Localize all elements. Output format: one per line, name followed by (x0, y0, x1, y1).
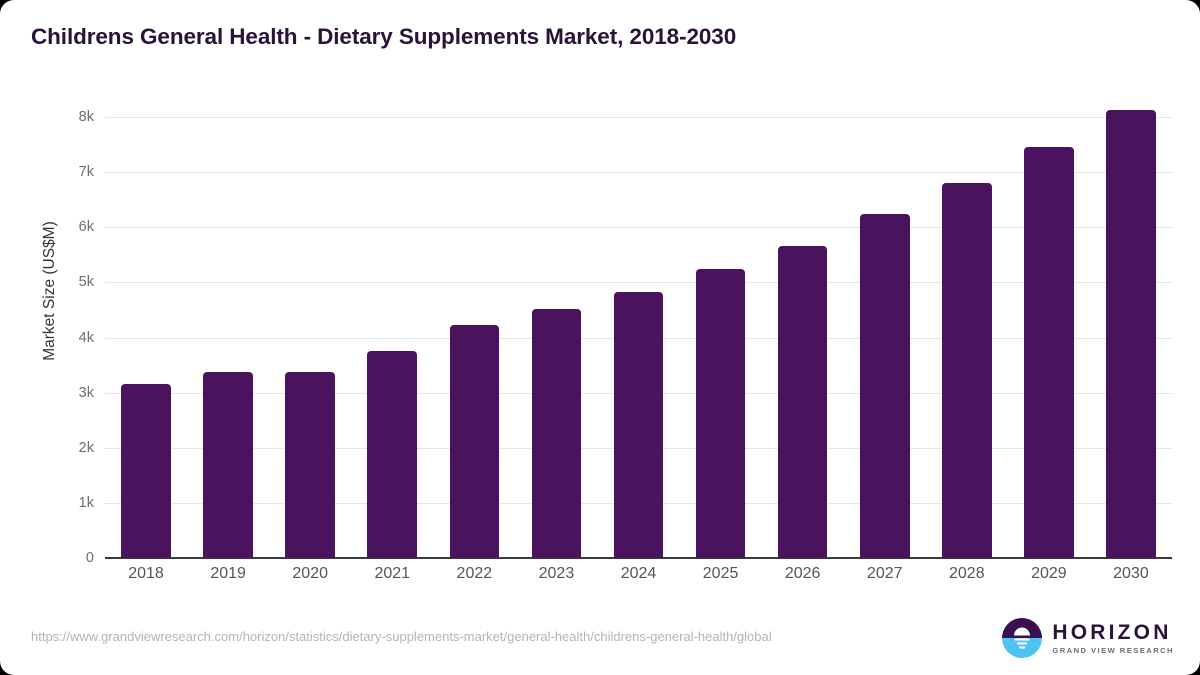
bar[interactable] (449, 325, 500, 558)
x-axis-line (105, 557, 1172, 559)
x-tick-label: 2020 (292, 565, 328, 582)
y-tick-label: 4k (78, 329, 94, 346)
x-tick-label: 2025 (702, 565, 739, 582)
bar[interactable] (285, 371, 336, 558)
y-tick-label: 2k (78, 439, 94, 456)
x-tick-label: 2029 (1031, 565, 1067, 582)
gridline (105, 117, 1172, 118)
x-tick-label: 2027 (866, 565, 903, 582)
y-tick-label: 0 (85, 550, 94, 566)
bar[interactable] (531, 308, 582, 558)
bar[interactable] (613, 292, 664, 558)
x-tick-label: 2018 (128, 565, 164, 582)
x-tick-label: 2019 (210, 565, 246, 582)
bar[interactable] (859, 214, 910, 558)
logo-word: HORIZON (1052, 620, 1172, 644)
bar[interactable] (941, 183, 992, 558)
x-tick-label: 2022 (456, 565, 493, 582)
bar[interactable] (121, 384, 171, 558)
x-tick-label: 2026 (784, 565, 821, 582)
y-tick-label: 5k (78, 274, 94, 291)
x-tick-label: 2021 (374, 565, 411, 582)
bar[interactable] (203, 372, 253, 558)
horizon-sun-icon (1002, 618, 1043, 658)
source-url[interactable]: https://www.grandviewresearch.com/horizo… (31, 629, 772, 644)
y-tick-label: 7k (78, 164, 94, 181)
bar[interactable] (1106, 110, 1156, 558)
y-tick-label: 6k (78, 219, 94, 236)
gridline (105, 282, 1172, 284)
bar[interactable] (1024, 146, 1074, 558)
y-tick-label: 1k (78, 494, 94, 511)
x-tick-label: 2028 (949, 565, 985, 582)
x-tick-label: 2024 (620, 565, 657, 582)
gridline (105, 227, 1172, 229)
x-tick-label: 2030 (1113, 565, 1149, 582)
bar[interactable] (367, 351, 418, 558)
logo-wordmark: HORIZON GRAND VIEW RESEARCH (1052, 622, 1174, 655)
bar-series (105, 0, 1172, 675)
horizon-logo: HORIZON GRAND VIEW RESEARCH (1001, 617, 1174, 659)
x-tick-label: 2023 (538, 565, 575, 582)
y-tick-label: 8k (78, 109, 94, 125)
bar[interactable] (777, 245, 828, 558)
logo-subtitle: GRAND VIEW RESEARCH (1052, 645, 1174, 655)
bar[interactable] (695, 268, 746, 558)
gridline (105, 172, 1172, 174)
chart-title: Childrens General Health - Dietary Suppl… (31, 24, 737, 49)
y-tick-label: 3k (78, 384, 94, 401)
y-axis-tick-labels: 0 1k 2k 3k 4k 5k 6k 7k 8k (52, 0, 94, 675)
